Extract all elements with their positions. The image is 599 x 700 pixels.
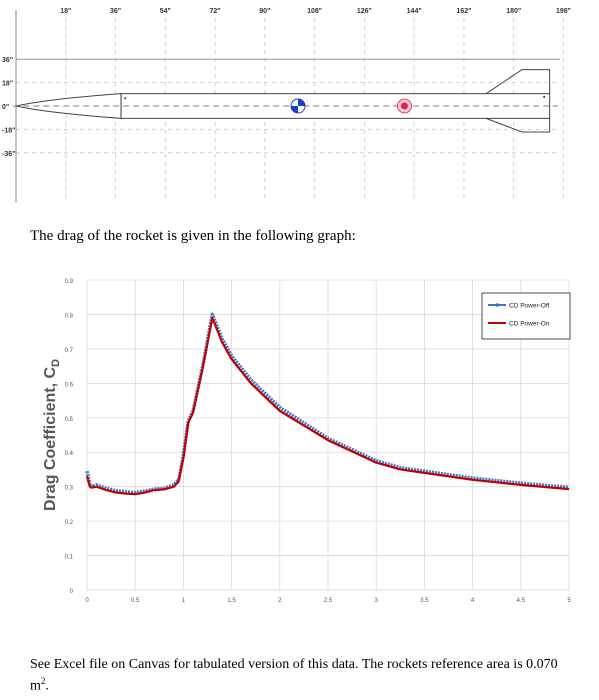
cg-marker-quadrant bbox=[291, 106, 299, 113]
rocket-diagram: 18" 36" 54" 72" 90" 108" 126" 144" 162" 180" 198" 3… bbox=[2, 8, 571, 203]
cp-marker-icon bbox=[400, 102, 408, 110]
chart-y-axis-title-subscript: D bbox=[50, 359, 62, 367]
chart-y-tick-label: 0.8 bbox=[65, 313, 74, 319]
chart-y-axis-title: Drag Coefficient, CD bbox=[42, 359, 62, 511]
rocket-x-tick-label: 108" bbox=[307, 8, 322, 15]
rocket-x-tick-label: 18" bbox=[60, 8, 71, 15]
chart-legend-box bbox=[481, 292, 571, 340]
chart-y-tick-label: 0.1 bbox=[65, 555, 74, 561]
chart-x-tick-label: 4 bbox=[471, 598, 475, 604]
footer-line2: 0.070 m bbox=[30, 657, 558, 694]
rocket-x-tick-label: 144" bbox=[407, 8, 422, 15]
rocket-mark-dot bbox=[124, 97, 127, 100]
chart-x-tick-label: 5 bbox=[567, 598, 571, 604]
rocket-x-tick-label: 126" bbox=[357, 8, 372, 15]
rocket-y-tick-label: 18" bbox=[2, 81, 13, 88]
chart-y-tick-label: 0.9 bbox=[65, 279, 74, 285]
chart-y-tick-label: 0.7 bbox=[65, 348, 74, 354]
chart-y-tick-label: 0 bbox=[70, 589, 74, 595]
rocket-y-tick-label: -36" bbox=[2, 151, 15, 158]
footer-superscript: 2 bbox=[40, 676, 46, 686]
chart-x-tick-label: 4.5 bbox=[517, 598, 526, 604]
rocket-x-tick-label: 54" bbox=[160, 8, 171, 15]
footer-line1: See Excel file on Canvas for tabulated v… bbox=[30, 657, 523, 672]
chart-x-tick-label: 0 bbox=[85, 598, 89, 604]
intro-text: The drag of the rocket is given in the f… bbox=[30, 228, 356, 244]
chart-y-tick-label: 0.4 bbox=[65, 451, 74, 457]
chart-x-tick-label: 0.5 bbox=[131, 598, 140, 604]
footer-text: See Excel file on Canvas for tabulated v… bbox=[30, 656, 575, 695]
chart-x-tick-label: 3 bbox=[375, 598, 379, 604]
drag-chart-svg: 0 0.1 0.2 0.3 0.4 0.5 0.6 0.7 0.8 0.9 0 0.5 1 1.5 2 2.5… bbox=[42, 279, 571, 604]
chart-y-axis-title-main: Drag Coefficient, C bbox=[42, 367, 59, 511]
chart-x-tick-label: 1 bbox=[182, 598, 186, 604]
rocket-x-tick-label: 90" bbox=[259, 8, 270, 15]
rocket-y-tick-label: 36" bbox=[2, 57, 13, 64]
rocket-x-tick-label: 198" bbox=[556, 8, 571, 15]
chart-y-tick-label: 0.5 bbox=[65, 417, 74, 423]
chart-series-line bbox=[85, 316, 570, 496]
chart-legend-label: CD Power-Off bbox=[509, 303, 550, 310]
drag-chart: 0 0.1 0.2 0.3 0.4 0.5 0.6 0.7 0.8 0.9 0 0.5 1 1.5 2 2.5… bbox=[20, 255, 585, 635]
chart-x-tick-label: 2 bbox=[278, 598, 282, 604]
chart-x-tick-label: 3.5 bbox=[420, 598, 429, 604]
rocket-x-tick-label: 36" bbox=[110, 8, 121, 15]
footer-end: . bbox=[45, 678, 49, 694]
rocket-y-tick-label: -18" bbox=[2, 127, 15, 134]
rocket-bottom-fin bbox=[485, 117, 551, 133]
rocket-x-tick-label: 72" bbox=[210, 8, 221, 15]
rocket-y-tick-label: 0" bbox=[2, 104, 9, 111]
chart-x-tick-label: 2.5 bbox=[324, 598, 333, 604]
chart-legend-marker bbox=[495, 303, 499, 307]
chart-legend-label: CD Power-On bbox=[509, 321, 550, 328]
chart-y-tick-label: 0.2 bbox=[65, 520, 74, 526]
chart-x-tick-label: 1.5 bbox=[227, 598, 236, 604]
rocket-mark-dot bbox=[543, 95, 546, 98]
rocket-x-tick-label: 162" bbox=[456, 8, 471, 15]
rocket-top-fin bbox=[485, 69, 551, 95]
cg-marker-quadrant bbox=[298, 99, 306, 106]
chart-y-tick-label: 0.6 bbox=[65, 382, 74, 388]
rocket-x-tick-label: 180" bbox=[506, 8, 521, 15]
chart-y-tick-label: 0.3 bbox=[65, 486, 74, 492]
